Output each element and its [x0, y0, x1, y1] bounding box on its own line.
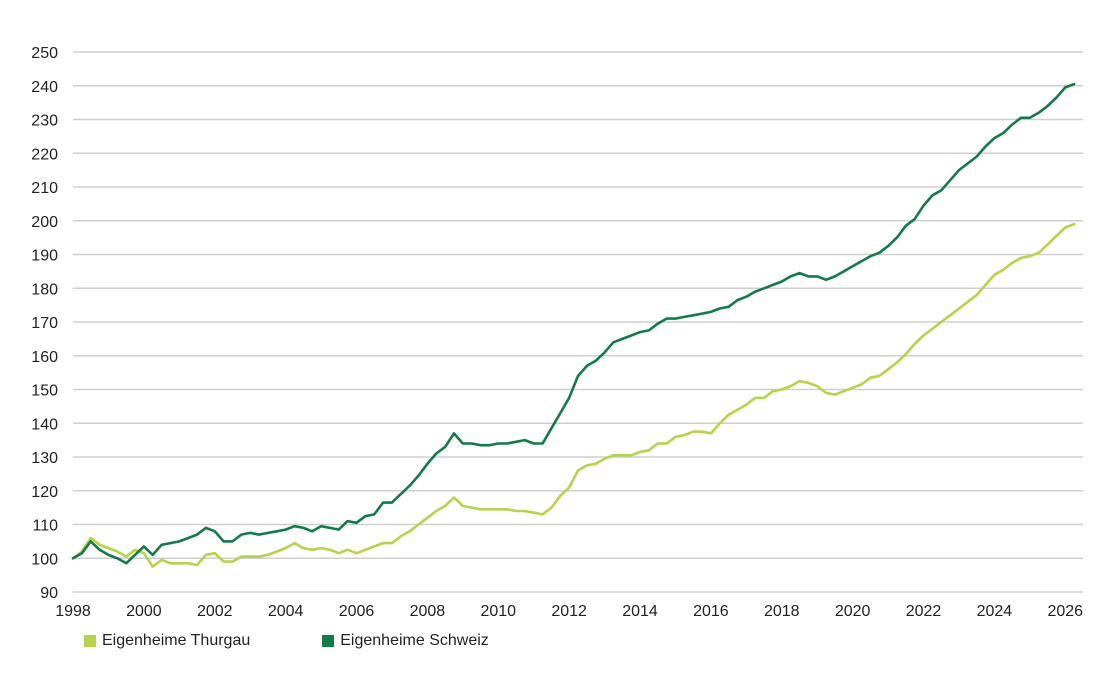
x-tick-label: 2004 — [268, 603, 304, 620]
x-tick-label: 2008 — [410, 603, 446, 620]
x-tick-label: 2014 — [622, 603, 658, 620]
x-tick-label: 1998 — [55, 603, 91, 620]
legend-label-thurgau: Eigenheime Thurgau — [102, 632, 251, 649]
y-axis-tick-labels: 90 100 110 120 130 140 150 160 170 180 190 200 210 22… — [31, 45, 58, 602]
y-tick-label: 150 — [31, 383, 58, 400]
legend-swatch-thurgau — [84, 635, 96, 647]
y-tick-label: 200 — [31, 214, 58, 231]
legend-swatch-schweiz — [322, 635, 335, 647]
y-tick-label: 90 — [40, 585, 58, 602]
y-tick-label: 180 — [31, 281, 58, 298]
y-tick-label: 250 — [31, 45, 58, 62]
x-tick-label: 2000 — [126, 603, 162, 620]
y-tick-label: 240 — [31, 79, 58, 96]
legend-label-schweiz: Eigenheime Schweiz — [340, 632, 489, 649]
series-lines — [71, 82, 1076, 568]
gridlines — [73, 51, 1083, 593]
y-tick-label: 160 — [31, 349, 58, 366]
y-tick-label: 100 — [31, 551, 58, 568]
y-tick-label: 230 — [31, 113, 58, 130]
x-tick-label: 2026 — [1047, 603, 1083, 620]
x-tick-label: 2006 — [339, 603, 375, 620]
y-tick-label: 120 — [31, 484, 58, 501]
x-axis-tick-labels: 1998 2000 2002 2004 2006 2008 2010 2012 2014 2016… — [55, 603, 1083, 620]
legend-item-schweiz: Eigenheime Schweiz — [322, 632, 489, 650]
legend-item-thurgau: Eigenheime Thurgau — [84, 632, 250, 650]
y-tick-label: 210 — [31, 180, 58, 197]
y-tick-label: 170 — [31, 315, 58, 332]
y-tick-label: 110 — [32, 518, 58, 535]
legend: Eigenheime Thurgau Eigenheime Schweiz — [84, 632, 489, 650]
series-line-eigenheime-schweiz — [71, 82, 1076, 565]
x-tick-label: 2010 — [480, 603, 516, 620]
y-tick-label: 190 — [31, 248, 58, 265]
y-tick-label: 220 — [31, 146, 58, 163]
x-tick-label: 2002 — [197, 603, 233, 620]
x-tick-label: 2012 — [551, 603, 587, 620]
y-tick-label: 130 — [31, 450, 58, 467]
x-tick-label: 2016 — [693, 603, 729, 620]
x-tick-label: 2020 — [835, 603, 871, 620]
y-tick-label: 140 — [31, 416, 58, 433]
x-tick-label: 2024 — [977, 603, 1013, 620]
x-tick-label: 2022 — [906, 603, 942, 620]
series-line-eigenheime-thurgau — [71, 222, 1076, 568]
x-tick-label: 2018 — [764, 603, 800, 620]
